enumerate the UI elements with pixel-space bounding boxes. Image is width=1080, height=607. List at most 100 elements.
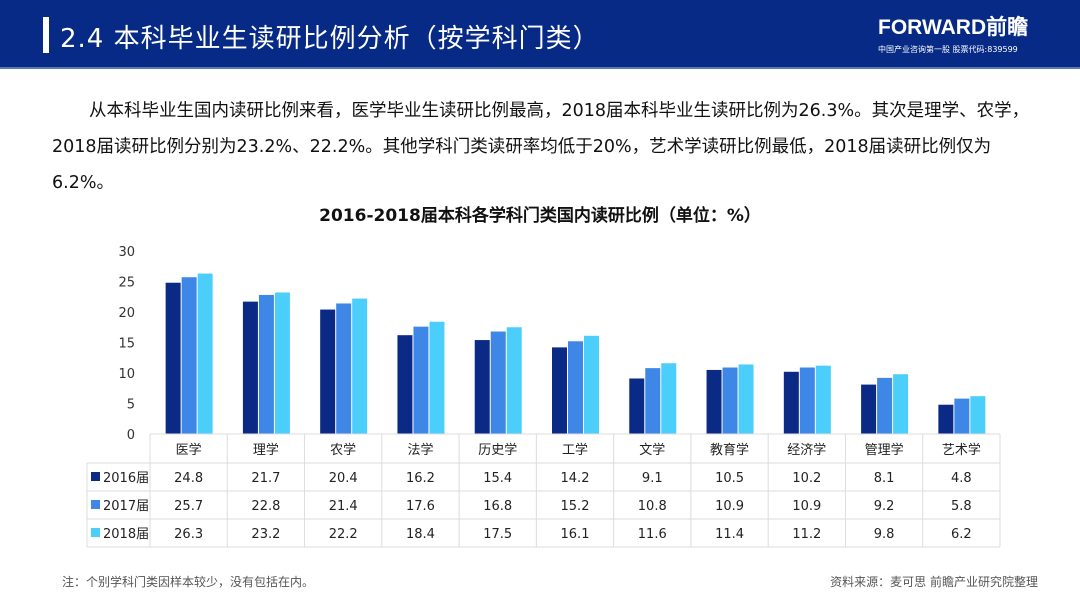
bar-2016届-艺术学 xyxy=(938,404,954,434)
category-label: 农学 xyxy=(330,442,356,458)
y-tick-label: 0 xyxy=(127,428,135,443)
bar-2017届-工学 xyxy=(568,341,583,434)
bar-2017届-文学 xyxy=(645,368,661,434)
header-bar: 2.4 本科毕业生读研比例分析（按学科门类） FORWARD前瞻 中国产业咨询第… xyxy=(0,0,1080,69)
data-value: 9.2 xyxy=(874,499,895,514)
bar-2017届-教育学 xyxy=(722,367,738,434)
data-value: 16.2 xyxy=(406,471,435,486)
data-value: 15.2 xyxy=(561,499,590,514)
data-value: 17.6 xyxy=(406,499,435,514)
category-label: 医学 xyxy=(176,442,202,458)
bar-2018届-工学 xyxy=(584,335,599,434)
category-label: 历史学 xyxy=(478,442,517,458)
data-value: 16.8 xyxy=(483,499,512,514)
bar-2017届-经济学 xyxy=(799,367,815,434)
brand-tagline: 中国产业咨询第一股 股票代码:839599 xyxy=(878,45,1018,54)
category-label: 经济学 xyxy=(787,442,826,458)
data-value: 6.2 xyxy=(951,527,972,542)
y-tick-label: 10 xyxy=(118,367,135,382)
data-value: 11.4 xyxy=(715,527,744,542)
category-label: 管理学 xyxy=(865,442,904,458)
bar-2018届-医学 xyxy=(197,273,213,434)
data-value: 18.4 xyxy=(406,527,435,542)
data-value: 9.8 xyxy=(874,527,895,542)
bar-2018届-艺术学 xyxy=(970,396,986,434)
data-value: 23.2 xyxy=(251,527,280,542)
bar-2018届-管理学 xyxy=(893,374,909,434)
data-value: 10.9 xyxy=(715,499,744,514)
data-value: 10.2 xyxy=(792,471,821,486)
category-label: 文学 xyxy=(639,442,665,458)
bar-2018届-历史学 xyxy=(506,327,522,434)
legend-swatch xyxy=(91,528,100,537)
data-value: 20.4 xyxy=(329,471,358,486)
data-value: 4.8 xyxy=(951,471,972,486)
category-label: 艺术学 xyxy=(942,442,981,458)
legend-swatch xyxy=(91,472,100,481)
bar-2016届-管理学 xyxy=(861,384,877,434)
category-label: 法学 xyxy=(407,442,433,458)
data-value: 14.2 xyxy=(561,471,590,486)
category-label: 理学 xyxy=(253,442,279,458)
y-tick-label: 5 xyxy=(127,398,135,413)
category-label: 工学 xyxy=(562,442,588,458)
bar-2016届-文学 xyxy=(629,378,645,434)
data-value: 21.7 xyxy=(251,471,280,486)
category-label: 教育学 xyxy=(710,442,749,458)
data-value: 22.2 xyxy=(329,527,358,542)
summary-paragraph: 从本科毕业生国内读研比例来看，医学毕业生读研比例最高，2018届本科毕业生读研比… xyxy=(52,101,1030,193)
data-value: 10.8 xyxy=(638,499,667,514)
title-accent-bar xyxy=(43,17,49,53)
bar-2017届-艺术学 xyxy=(954,398,970,434)
data-value: 10.5 xyxy=(715,471,744,486)
data-value: 17.5 xyxy=(483,527,512,542)
bar-2016届-法学 xyxy=(397,335,413,434)
legend-swatch xyxy=(91,500,100,509)
legend-label: 2017届 xyxy=(103,499,149,514)
y-tick-label: 15 xyxy=(118,337,135,352)
brand-logo: FORWARD前瞻 xyxy=(878,16,1029,39)
bar-2017届-理学 xyxy=(258,294,274,434)
data-value: 24.8 xyxy=(174,471,203,486)
bar-2018届-农学 xyxy=(352,298,368,434)
data-value: 22.8 xyxy=(251,499,280,514)
y-tick-label: 25 xyxy=(118,276,135,291)
bar-2017届-管理学 xyxy=(877,377,893,434)
bar-2018届-文学 xyxy=(661,363,677,434)
bar-2017届-农学 xyxy=(336,303,352,434)
y-tick-label: 20 xyxy=(118,306,135,321)
data-value: 11.6 xyxy=(638,527,667,542)
data-value: 16.1 xyxy=(561,527,590,542)
data-value: 9.1 xyxy=(642,471,663,486)
data-value: 11.2 xyxy=(792,527,821,542)
data-value: 25.7 xyxy=(174,499,203,514)
bar-2016届-医学 xyxy=(165,282,181,434)
data-value: 21.4 xyxy=(329,499,358,514)
legend-label: 2016届 xyxy=(103,471,149,486)
data-value: 26.3 xyxy=(174,527,203,542)
bar-2018届-理学 xyxy=(274,292,290,434)
bar-2017届-法学 xyxy=(413,326,429,434)
bar-2018届-法学 xyxy=(429,321,445,434)
bar-2017届-历史学 xyxy=(490,331,506,434)
footnote: 注：个别学科门类因样本较少，没有包括在内。 xyxy=(62,575,315,589)
source-note: 资料来源：麦可思 前瞻产业研究院整理 xyxy=(830,575,1038,589)
bar-2016届-农学 xyxy=(320,309,336,434)
data-value: 10.9 xyxy=(792,499,821,514)
bar-2018届-教育学 xyxy=(738,364,754,434)
bar-2018届-经济学 xyxy=(815,365,831,434)
bar-2016届-教育学 xyxy=(706,369,722,434)
data-value: 5.8 xyxy=(951,499,972,514)
data-value: 8.1 xyxy=(874,471,895,486)
bar-2016届-历史学 xyxy=(474,340,490,434)
bar-2016届-工学 xyxy=(552,347,567,434)
legend-label: 2018届 xyxy=(103,527,149,542)
bar-2016届-理学 xyxy=(242,301,258,434)
chart-title: 2016-2018届本科各学科门类国内读研比例（单位：%） xyxy=(319,206,761,226)
bar-2017届-医学 xyxy=(181,277,197,434)
page-title: 2.4 本科毕业生读研比例分析（按学科门类） xyxy=(60,24,600,54)
bar-2016届-经济学 xyxy=(783,371,799,434)
data-value: 15.4 xyxy=(483,471,512,486)
y-tick-label: 30 xyxy=(118,245,135,260)
